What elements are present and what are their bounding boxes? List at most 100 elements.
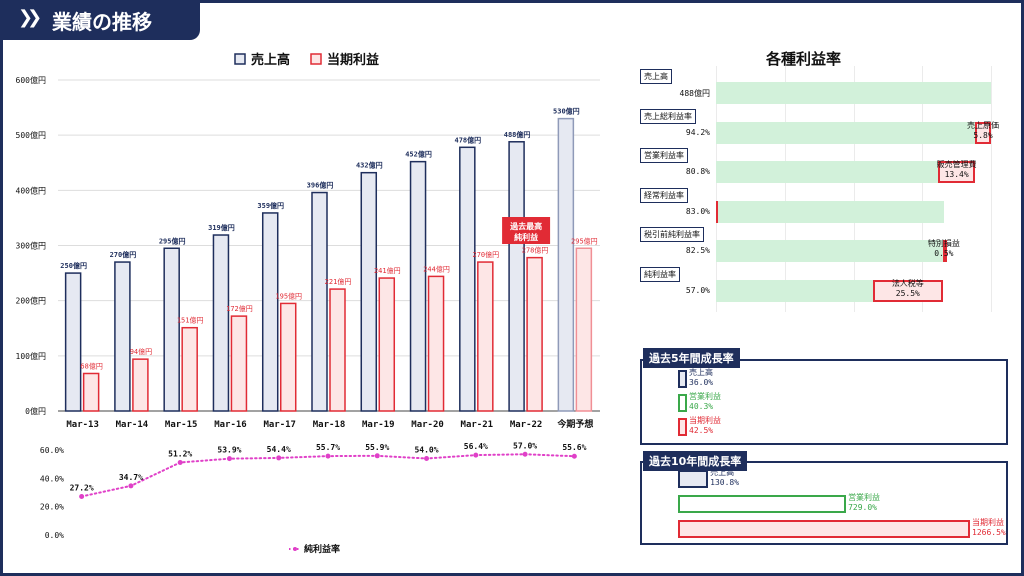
growth-label: 売上高 130.8%: [710, 468, 739, 488]
margin-gridline: [784, 66, 786, 312]
x-tick-label: 今期予想: [556, 418, 593, 430]
growth-label-value: 1266.5%: [972, 528, 1006, 537]
net-margin-data-label: 55.6%: [562, 443, 586, 452]
sales-data-label: 295億円: [159, 236, 186, 245]
sales-bar: [360, 171, 378, 412]
profit-bar: [526, 256, 543, 412]
growth-label-name: 営業利益: [848, 493, 881, 502]
sales-data-label: 250億円: [60, 261, 87, 270]
cost-label: 売上原価 5.8%: [953, 121, 1013, 141]
net-margin-point: [325, 453, 331, 459]
sales-profit-bar-chart: 0億円 100億円 200億円 300億円 400億円 500億円 600億円 250億円 68…: [16, 52, 600, 430]
growth-label: 当期利益 42.5%: [689, 416, 721, 436]
sales-bar: [459, 146, 476, 412]
profit-data-label: 241億円: [374, 266, 401, 275]
net-margin-point: [177, 459, 183, 465]
growth-label-name: 営業利益: [689, 392, 721, 401]
profit-data-label: 68億円: [80, 361, 102, 370]
x-tick-label: Mar-20: [411, 420, 444, 430]
margin-row-label: 税引前純利益率: [640, 227, 704, 242]
growth-label: 営業利益 729.0%: [848, 493, 880, 513]
net-margin-point: [522, 451, 528, 457]
net-margin-data-label: 51.2%: [168, 449, 192, 458]
page-header: ❯❯ 業績の推移: [0, 0, 200, 40]
growth-bar: [678, 418, 687, 436]
growth-label-name: 当期利益: [689, 416, 721, 425]
sales-data-label: 270億円: [110, 250, 137, 259]
sales-data-label: 396億円: [307, 181, 334, 190]
margin-row-value: 83.0%: [685, 206, 710, 216]
profit-bar: [477, 261, 494, 412]
margin-row-value: 80.8%: [685, 167, 710, 176]
net-margin-data-label: 56.4%: [464, 442, 488, 451]
legend-swatch-profit: [310, 53, 322, 65]
sales-bar: [261, 212, 279, 412]
legend-point-swatch: [293, 547, 297, 551]
sales-data-label: 488億円: [504, 130, 531, 139]
y-tick-label: 60.0%: [40, 446, 64, 455]
margin-row-value: 94.2%: [685, 127, 710, 137]
margin-bar: [716, 200, 945, 223]
legend-swatch-sales: [234, 53, 246, 65]
growth-label: 売上高 36.0%: [689, 368, 713, 388]
x-tick-label: Mar-19: [362, 420, 395, 430]
sales-bar: [557, 117, 575, 412]
cost-label-value: 13.4%: [944, 170, 969, 179]
profit-bar: [427, 275, 445, 412]
growth5-title: 過去5年間成長率: [643, 348, 740, 368]
profit-data-label: 278億円: [522, 246, 549, 255]
margin-bar: [716, 82, 991, 104]
margin-chart: 売上高 488億円 売上総利益率 94.2% 売上原価 5.8% 営業利益率 80.8% 販売管…: [636, 66, 1016, 316]
callout-line-2: 純利益: [514, 232, 538, 242]
callout-line-1: 過去最高: [509, 221, 542, 231]
x-tick-label: Mar-16: [214, 420, 247, 430]
y-tick-label: 300億円: [16, 241, 46, 251]
y-tick-label: 0億円: [25, 406, 46, 416]
cost-bar: [975, 121, 991, 144]
margin-row-label: 純利益率: [640, 266, 680, 282]
net-margin-data-label: 55.7%: [316, 443, 340, 452]
cost-label-value: 0.5%: [934, 249, 954, 258]
cost-label-name: 特別損益: [927, 239, 960, 248]
net-margin-point: [79, 493, 85, 499]
sales-bar: [311, 191, 328, 412]
net-margin-point: [276, 455, 282, 461]
profit-data-label: 172億円: [226, 304, 253, 313]
growth-label-value: 36.0%: [689, 378, 714, 387]
line-legend: 純利益率: [289, 543, 340, 555]
margin-bar: [716, 121, 976, 144]
profit-data-label: 195億円: [275, 291, 302, 300]
profit-bar: [575, 247, 593, 412]
growth10-title: 過去10年間成長率: [643, 451, 748, 471]
margin-row-value: 82.5%: [685, 246, 710, 255]
margin-row-label: 経常利益率: [640, 187, 688, 203]
sales-bar: [508, 141, 525, 412]
sales-data-label: 319億円: [208, 223, 235, 232]
sales-data-label: 478億円: [454, 135, 481, 144]
margin-row-label: 営業利益率: [640, 148, 688, 163]
profit-data-label: 295億円: [571, 236, 598, 245]
growth-label-name: 当期利益: [972, 518, 1004, 527]
page-title: 業績の推移: [52, 10, 152, 34]
profit-bar: [82, 372, 100, 412]
cost-bar: [872, 279, 943, 302]
profit-data-label: 244億円: [423, 264, 450, 273]
sales-data-label: 432億円: [356, 161, 383, 170]
margin-gridline: [853, 66, 855, 312]
profit-bar: [132, 358, 149, 412]
net-margin-point: [374, 453, 380, 459]
x-tick-label: Mar-15: [165, 420, 198, 430]
profit-data-label: 221億円: [325, 277, 352, 286]
sales-bar: [114, 261, 131, 412]
margin-gridline: [991, 66, 992, 312]
chart-legend: 売上高 当期利益: [234, 52, 379, 68]
margin-row-label: 売上高: [640, 69, 672, 84]
cost-label-value: 5.8%: [973, 130, 993, 140]
margin-bar: [716, 279, 873, 302]
growth-bar: [678, 495, 847, 513]
growth-label-value: 729.0%: [848, 503, 877, 512]
cost-label-name: 法人税等: [891, 278, 924, 288]
legend-label-sales: 売上高: [251, 52, 290, 68]
cost-label: 販売管理費 13.4%: [927, 160, 987, 180]
